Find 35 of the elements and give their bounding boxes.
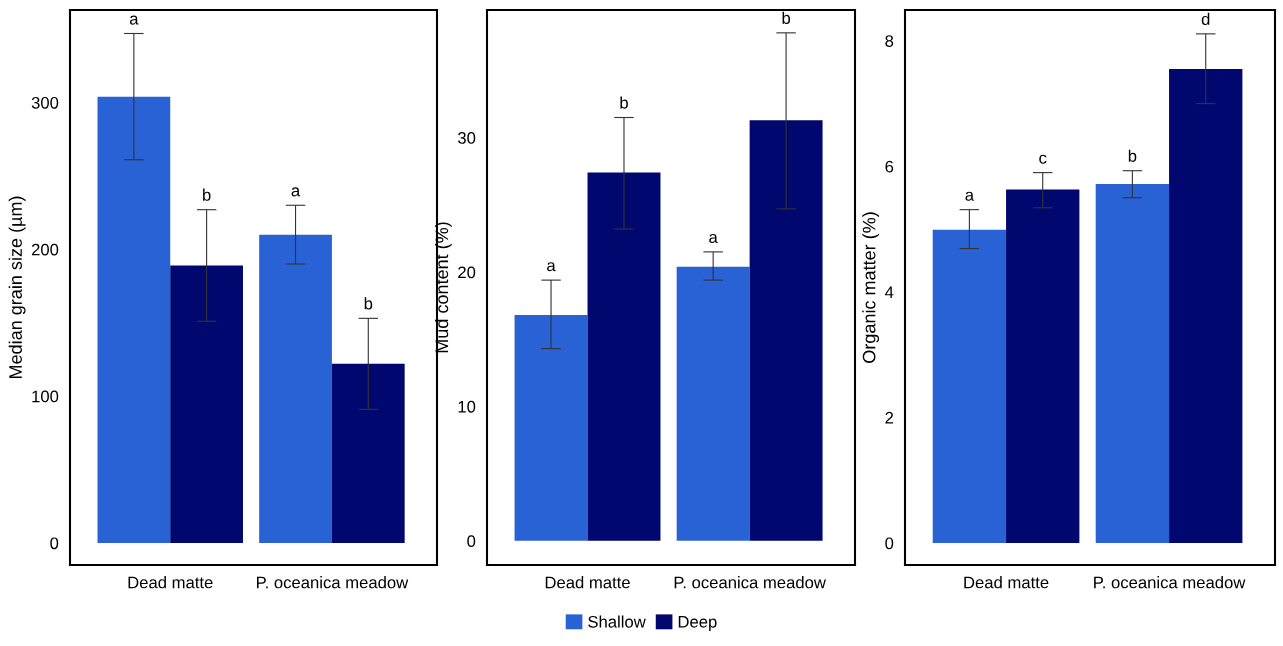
x-tick-label: Dead matte	[128, 576, 213, 589]
x-tick-label: P. oceanica meadow	[674, 576, 826, 589]
annotation: d	[1201, 12, 1210, 26]
y-tick-label: 0	[885, 537, 894, 550]
y-tick-label: 10	[458, 400, 476, 413]
annotation: b	[782, 11, 791, 24]
x-tick-label: Dead matte	[964, 576, 1049, 589]
annotation: a	[291, 187, 301, 197]
y-tick-label: 6	[885, 160, 894, 173]
annotation: b	[620, 96, 628, 109]
x-tick-label: Dead matte	[545, 576, 630, 589]
y-axis-title: Organic matter (%)	[862, 212, 880, 363]
y-tick-label: 200	[31, 243, 59, 256]
y-tick-label: 8	[885, 35, 894, 47]
annotation: b	[1128, 149, 1137, 162]
annotation: a	[709, 233, 718, 244]
y-tick-label: 4	[885, 286, 894, 298]
annotation: b	[203, 188, 211, 201]
annotation: a	[965, 191, 975, 201]
annotation: c	[1039, 154, 1047, 164]
y-tick-label: 0	[50, 537, 59, 550]
y-tick-label: 100	[32, 390, 59, 403]
legend-label: Shallow	[588, 615, 646, 628]
annotation: a	[129, 15, 139, 25]
y-tick-label: 30	[457, 132, 476, 144]
y-tick-label: 20	[458, 266, 476, 279]
x-tick-label: P. oceanica meadow	[257, 576, 409, 589]
y-tick-label: 0	[467, 535, 476, 548]
y-axis-title: Median grain size (µm)	[8, 196, 26, 379]
annotation: b	[364, 297, 373, 310]
y-tick-label: 300	[31, 96, 59, 109]
annotation: a	[547, 262, 556, 272]
y-tick-label: 2	[885, 411, 894, 424]
legend-label: Deep	[678, 616, 717, 631]
x-tick-label: P. oceanica meadow	[1094, 576, 1246, 589]
